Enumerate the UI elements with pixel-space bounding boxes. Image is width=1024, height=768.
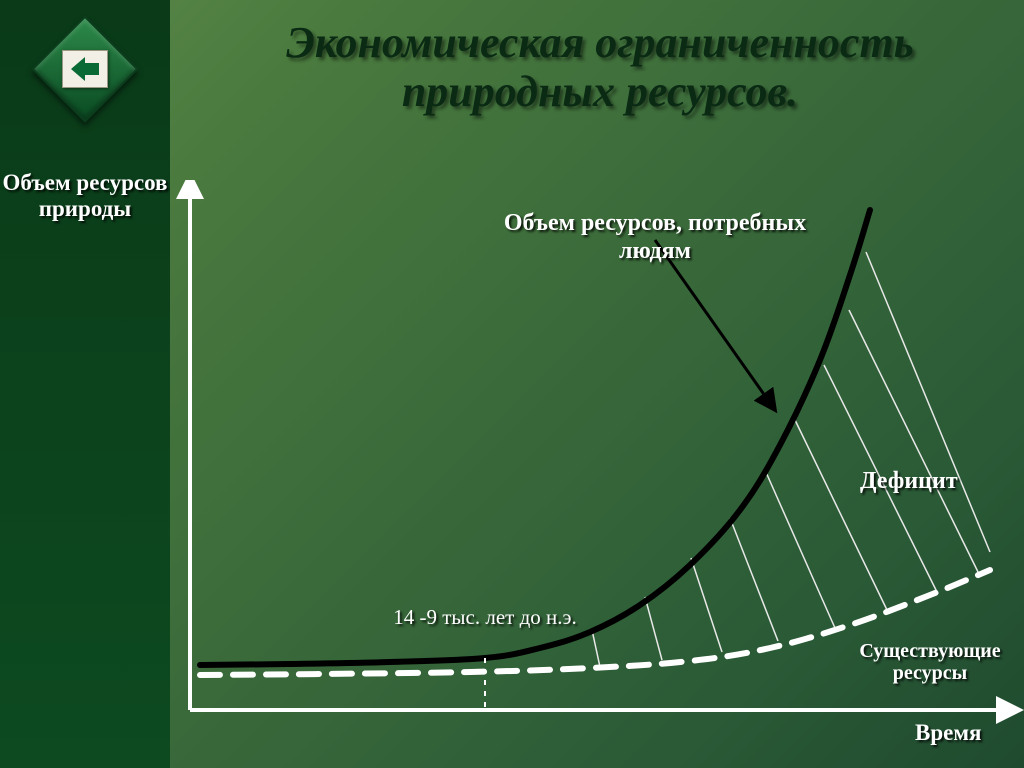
deficit-label: Дефицит xyxy=(860,468,958,495)
nav-diamond-wrap xyxy=(34,18,136,120)
sidebar: Объем ресурсов природы xyxy=(0,0,170,768)
slide-root: Объем ресурсов природы Экономическая огр… xyxy=(0,0,1024,768)
supply-curve-label: Существующие ресурсы xyxy=(830,640,1024,684)
divergence-label: 14 -9 тыс. лет до н.э. xyxy=(360,606,610,629)
back-arrow-icon xyxy=(71,57,99,81)
x-axis-label: Время xyxy=(915,720,981,746)
slide-title: Экономическая ограниченность природных р… xyxy=(200,18,1000,117)
y-axis-label: Объем ресурсов природы xyxy=(0,170,170,223)
back-button[interactable] xyxy=(62,50,108,88)
chart-area: Объем ресурсов, потребных людям Дефицит … xyxy=(170,180,1024,768)
demand-curve-label: Объем ресурсов, потребных людям xyxy=(470,210,840,265)
